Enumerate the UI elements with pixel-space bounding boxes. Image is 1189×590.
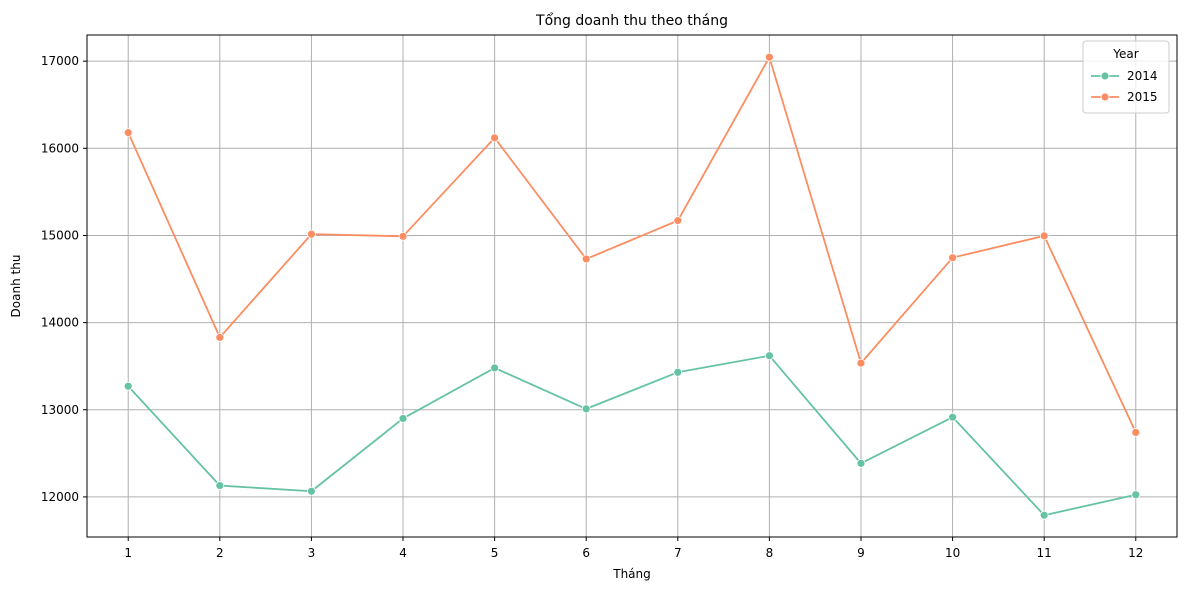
series-line	[127, 354, 1136, 517]
x-tick-label: 2	[216, 546, 224, 560]
x-axis-label: Tháng	[612, 567, 651, 581]
data-point	[856, 458, 866, 468]
y-tick-label: 16000	[41, 141, 79, 155]
data-point	[1131, 428, 1141, 437]
data-point	[123, 381, 133, 391]
data-point	[215, 481, 225, 490]
data-point	[1039, 510, 1049, 520]
data-point	[581, 254, 591, 264]
y-axis-label: Doanh thu	[9, 255, 23, 318]
data-point	[123, 128, 133, 138]
data-point	[1039, 231, 1049, 241]
data-point	[581, 404, 591, 414]
series-lines	[123, 52, 1141, 520]
data-point	[764, 52, 774, 62]
data-point	[490, 363, 500, 373]
legend-label: 2015	[1127, 90, 1158, 104]
data-point	[673, 216, 683, 226]
data-point	[1131, 490, 1141, 500]
y-tick-label: 17000	[41, 54, 79, 68]
series-2014	[123, 351, 1141, 520]
y-tick-label: 13000	[41, 403, 79, 417]
y-tick-label: 12000	[41, 490, 79, 504]
x-tick-label: 3	[308, 546, 316, 560]
data-point	[948, 412, 957, 422]
data-point	[215, 333, 225, 342]
x-tick-label: 5	[491, 546, 499, 560]
y-tick-label: 14000	[41, 316, 79, 330]
data-point	[673, 367, 683, 377]
data-point	[948, 253, 957, 263]
plot-frame	[86, 34, 1178, 538]
y-tick-label: 15000	[41, 228, 79, 242]
x-axis-ticks: 1 2 3 4 5 6 7 8 9 10 11 12	[124, 537, 1143, 560]
x-tick-label: 9	[857, 546, 865, 560]
series-2015	[123, 52, 1141, 437]
x-tick-label: 4	[399, 546, 407, 560]
data-point	[307, 229, 316, 239]
x-tick-label: 12	[1128, 546, 1143, 560]
legend-item-2015: 2015	[1091, 90, 1158, 104]
x-tick-label: 1	[124, 546, 132, 560]
x-tick-label: 6	[582, 546, 590, 560]
x-tick-label: 7	[674, 546, 682, 560]
x-tick-label: 11	[1037, 546, 1052, 560]
data-point	[856, 358, 866, 368]
data-point	[490, 133, 500, 143]
x-tick-label: 8	[766, 546, 774, 560]
legend: Year 2014 2015	[1082, 40, 1170, 114]
data-point	[307, 486, 316, 496]
grid-lines	[87, 35, 1177, 537]
series-line	[127, 56, 1137, 433]
legend-marker	[1100, 92, 1110, 102]
legend-title: Year	[1112, 47, 1138, 61]
legend-items: 2014 2015	[1091, 69, 1158, 104]
legend-item-2014: 2014	[1091, 69, 1158, 83]
legend-marker	[1100, 71, 1110, 81]
x-tick-label: 10	[945, 546, 960, 560]
y-axis-ticks: 12000 13000 14000 15000 16000 17000	[41, 54, 87, 504]
data-point	[764, 351, 774, 361]
legend-label: 2014	[1127, 69, 1158, 83]
data-point	[398, 231, 408, 241]
data-point	[398, 414, 408, 423]
chart-title: Tổng doanh thu theo tháng	[535, 12, 728, 29]
